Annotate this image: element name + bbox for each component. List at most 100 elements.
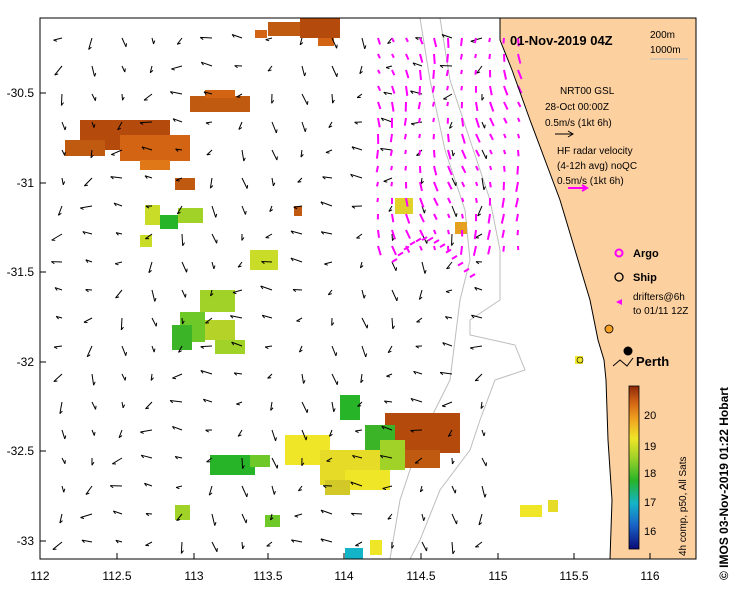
current-arrow [356, 93, 363, 98]
current-arrow [271, 149, 278, 161]
radar-arrow [474, 53, 477, 59]
current-arrow [170, 400, 183, 403]
x-tick-label: 112 [30, 569, 49, 583]
current-arrow [262, 314, 273, 319]
current-arrow [361, 345, 367, 358]
current-arrow [301, 429, 307, 441]
current-arrow [359, 65, 363, 74]
radar-legend: HF radar velocity (4-12h avg) noQC 0.5m/… [557, 146, 637, 192]
current-arrow [301, 373, 305, 384]
y-axis: -30.5 -31 -31.5 -32 -32.5 -33 [7, 86, 46, 548]
current-arrow [175, 177, 183, 181]
river-outline [612, 357, 634, 367]
radar-arrow [445, 248, 452, 254]
radar-arrow [446, 53, 449, 63]
current-arrow [331, 93, 334, 104]
current-arrow [451, 513, 458, 525]
plot-frame [39, 17, 697, 560]
radar-arrow [489, 85, 493, 96]
current-arrow [241, 541, 244, 549]
current-arrow [481, 121, 485, 129]
current-arrow [112, 457, 123, 465]
current-arrow [118, 429, 123, 438]
radar-arrow [391, 53, 395, 59]
radar-arrow [503, 85, 509, 96]
radar-arrow [397, 251, 404, 257]
current-arrow [440, 371, 453, 375]
current-arrow [296, 317, 303, 322]
y-tick-label: -30.5 [7, 86, 35, 100]
radar-arrow [461, 197, 465, 203]
current-arrow [387, 37, 393, 44]
current-arrow [476, 65, 483, 74]
current-arrow [211, 513, 216, 526]
current-arrow [141, 146, 153, 151]
current-arrow [380, 455, 393, 459]
current-arrow [148, 261, 153, 273]
radar-arrow [377, 117, 381, 128]
radar-arrow [433, 149, 436, 158]
radar-arrow [447, 181, 453, 190]
current-arrow [180, 541, 183, 554]
radar-arrow [391, 85, 396, 94]
current-arrow [61, 457, 66, 464]
current-arrow [416, 317, 423, 323]
radar-legend-line-2: (4-12h avg) noQC [557, 161, 637, 172]
current-arrow [411, 121, 423, 125]
current-arrow [53, 345, 63, 348]
current-arrow [121, 93, 124, 101]
current-arrow [271, 177, 274, 187]
current-arrow [290, 257, 303, 263]
radar-arrow [517, 149, 520, 157]
current-arrow [140, 429, 153, 433]
current-arrow [265, 37, 273, 41]
radar-arrow [515, 213, 519, 222]
current-arrow [320, 538, 333, 543]
current-arrow [175, 148, 183, 151]
current-arrow [321, 231, 333, 235]
radar-arrow [432, 117, 435, 123]
current-arrow [232, 289, 243, 294]
current-arrow [350, 481, 363, 487]
radar-arrow [419, 37, 424, 45]
radar-arrow [489, 149, 493, 155]
current-arrow [144, 175, 153, 179]
radar-arrow [375, 149, 379, 159]
radar-arrow [409, 240, 416, 246]
radar-arrow [474, 69, 477, 75]
current-arrow [176, 205, 183, 215]
radar-arrow [445, 69, 449, 77]
radar-arrow [405, 229, 411, 239]
radar-arrow [377, 229, 381, 238]
current-arrow [325, 149, 333, 153]
drifters-label-1: drifters@6h [633, 292, 685, 303]
current-arrow [481, 429, 485, 437]
current-arrow [446, 261, 453, 270]
current-arrow [300, 149, 303, 158]
radar-arrow [503, 133, 507, 139]
current-arrow [238, 121, 243, 130]
radar-arrow [446, 101, 449, 107]
radar-arrow [460, 69, 463, 75]
current-arrow [481, 177, 485, 190]
radar-arrow [377, 101, 382, 110]
current-arrow [445, 289, 453, 293]
hf-radar-arrow-field [375, 37, 523, 278]
current-arrow [271, 457, 278, 469]
radar-arrow [489, 165, 493, 171]
current-arrow [293, 205, 303, 208]
radar-arrow [376, 181, 379, 187]
current-arrow [113, 510, 123, 515]
current-arrow [361, 37, 366, 49]
perth-dot-icon [623, 346, 633, 356]
current-arrow [421, 513, 425, 521]
sst-patch-middle [140, 205, 278, 354]
current-arrow [151, 345, 155, 353]
current-arrow [81, 539, 93, 543]
current-arrow [271, 121, 277, 134]
current-arrow [171, 65, 183, 70]
x-axis: 112 112.5 113 113.5 114 114.5 115 115.5 116 [30, 553, 660, 583]
current-arrow [115, 232, 123, 235]
current-arrow [91, 93, 96, 101]
current-arrow [181, 233, 184, 246]
